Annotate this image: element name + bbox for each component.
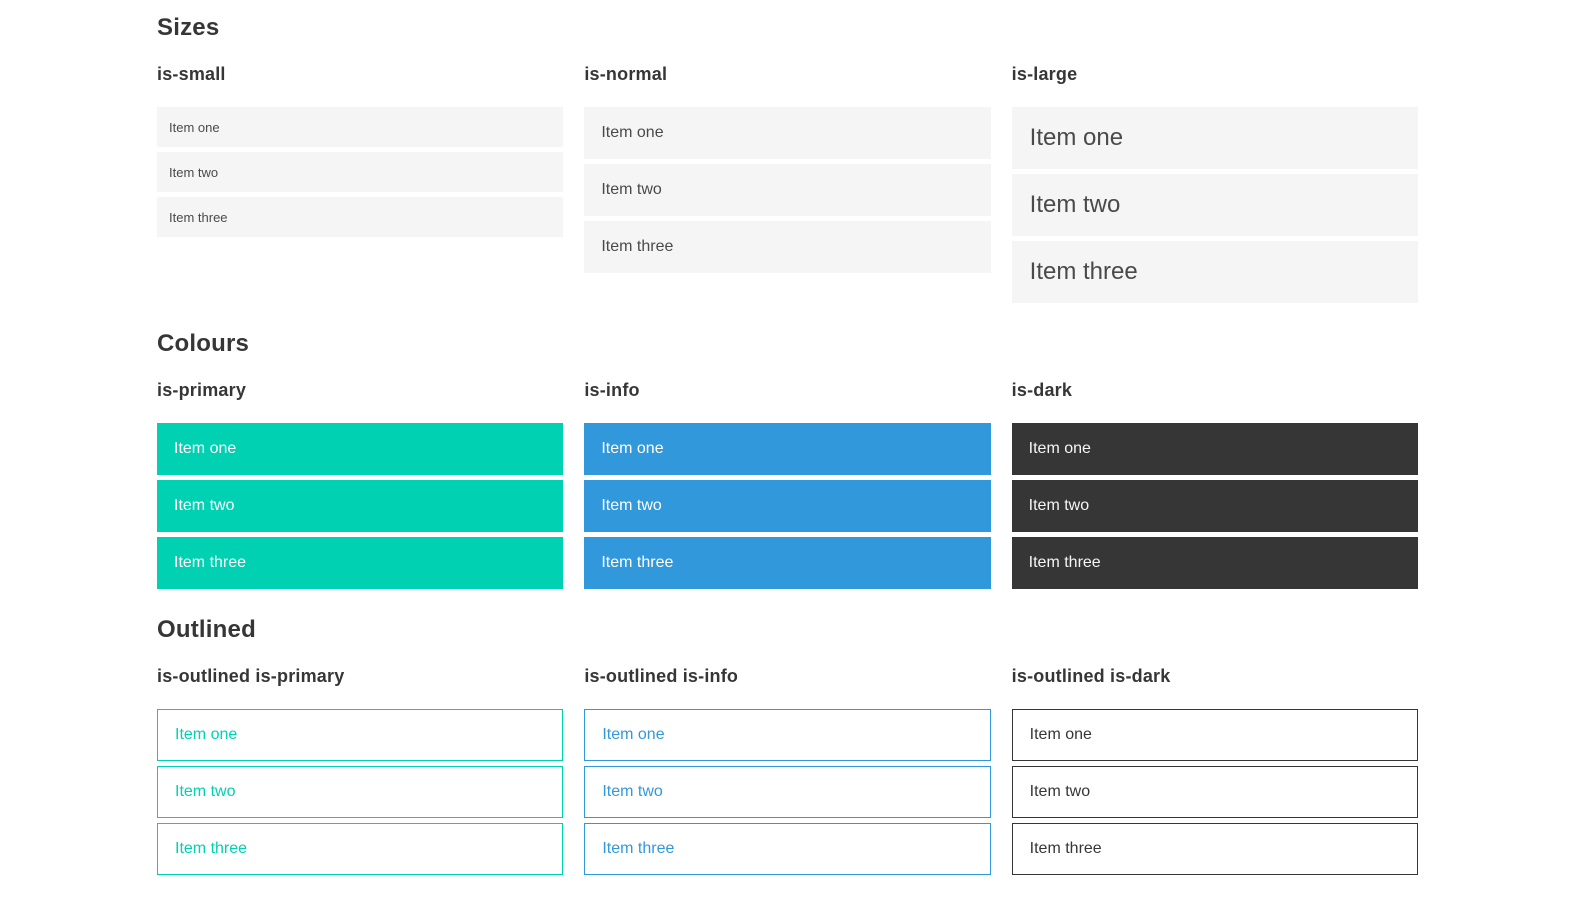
section-title-outlined: Outlined (157, 616, 256, 643)
group-label-is-outlined-is-primary: is-outlined is-primary (157, 666, 345, 686)
list-is-small: Item one Item two Item three (157, 107, 564, 237)
list-item[interactable]: Item two (1011, 174, 1418, 236)
list-item[interactable]: Item three (1011, 823, 1418, 875)
colours-grid: is-primary Item one Item two Item three … (157, 379, 1418, 589)
section-title-colours: Colours (157, 330, 250, 357)
list-item[interactable]: Item one (1011, 709, 1418, 761)
group-label-is-outlined-is-info: is-outlined is-info (584, 666, 739, 686)
sizes-grid: is-small Item one Item two Item three is… (157, 63, 1418, 303)
list-item[interactable]: Item two (157, 766, 564, 818)
section-outlined: Outlined is-outlined is-primary Item one… (157, 615, 1418, 875)
list-item[interactable]: Item one (1011, 107, 1418, 169)
style-guide-page: Sizes is-small Item one Item two Item th… (157, 13, 1418, 875)
section-sizes: Sizes is-small Item one Item two Item th… (157, 13, 1418, 303)
group-is-small: is-small Item one Item two Item three (157, 63, 564, 237)
list-item[interactable]: Item two (157, 480, 564, 532)
group-is-primary: is-primary Item one Item two Item three (157, 379, 564, 589)
list-is-normal: Item one Item two Item three (584, 107, 991, 273)
group-label-is-primary: is-primary (157, 380, 247, 400)
list-item[interactable]: Item three (157, 537, 564, 589)
list-item[interactable]: Item two (584, 480, 991, 532)
list-is-outlined-is-dark: Item one Item two Item three (1011, 709, 1418, 875)
list-item[interactable]: Item two (157, 152, 564, 192)
list-item[interactable]: Item one (584, 709, 991, 761)
list-item[interactable]: Item three (584, 221, 991, 273)
list-is-dark: Item one Item two Item three (1011, 423, 1418, 589)
group-label-is-outlined-is-dark: is-outlined is-dark (1011, 666, 1171, 686)
group-is-outlined-is-dark: is-outlined is-dark Item one Item two It… (1011, 665, 1418, 875)
list-is-primary: Item one Item two Item three (157, 423, 564, 589)
group-is-outlined-is-info: is-outlined is-info Item one Item two It… (584, 665, 991, 875)
section-title-sizes: Sizes (157, 14, 220, 41)
list-item[interactable]: Item one (584, 423, 991, 475)
list-is-outlined-is-primary: Item one Item two Item three (157, 709, 564, 875)
list-item[interactable]: Item three (584, 537, 991, 589)
list-item[interactable]: Item two (584, 766, 991, 818)
list-item[interactable]: Item one (1011, 423, 1418, 475)
list-item[interactable]: Item two (584, 164, 991, 216)
list-item[interactable]: Item three (584, 823, 991, 875)
group-label-is-large: is-large (1011, 64, 1078, 84)
outlined-grid: is-outlined is-primary Item one Item two… (157, 665, 1418, 875)
group-label-is-info: is-info (584, 380, 640, 400)
group-is-large: is-large Item one Item two Item three (1011, 63, 1418, 303)
list-is-large: Item one Item two Item three (1011, 107, 1418, 303)
group-is-info: is-info Item one Item two Item three (584, 379, 991, 589)
list-item[interactable]: Item three (1011, 537, 1418, 589)
group-label-is-dark: is-dark (1011, 380, 1073, 400)
list-is-info: Item one Item two Item three (584, 423, 991, 589)
group-is-normal: is-normal Item one Item two Item three (584, 63, 991, 273)
list-item[interactable]: Item two (1011, 480, 1418, 532)
list-item[interactable]: Item three (157, 197, 564, 237)
list-item[interactable]: Item two (1011, 766, 1418, 818)
list-item[interactable]: Item one (157, 107, 564, 147)
group-is-outlined-is-primary: is-outlined is-primary Item one Item two… (157, 665, 564, 875)
section-colours: Colours is-primary Item one Item two Ite… (157, 329, 1418, 589)
list-item[interactable]: Item three (157, 823, 564, 875)
group-label-is-small: is-small (157, 64, 226, 84)
list-is-outlined-is-info: Item one Item two Item three (584, 709, 991, 875)
group-is-dark: is-dark Item one Item two Item three (1011, 379, 1418, 589)
list-item[interactable]: Item one (584, 107, 991, 159)
list-item[interactable]: Item one (157, 709, 564, 761)
list-item[interactable]: Item three (1011, 241, 1418, 303)
list-item[interactable]: Item one (157, 423, 564, 475)
group-label-is-normal: is-normal (584, 64, 668, 84)
